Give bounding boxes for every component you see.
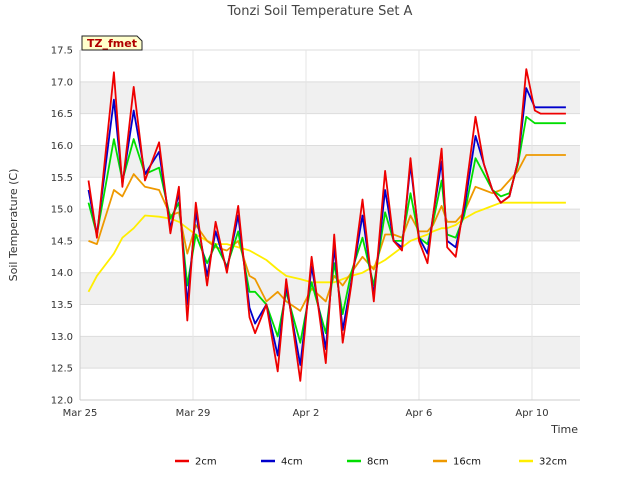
legend-item-4cm: 4cm: [261, 457, 303, 468]
x-tick-label: Apr 10: [515, 408, 548, 419]
plot-band: [80, 113, 580, 146]
legend-label: 16cm: [453, 457, 481, 468]
badge-box: [81, 35, 143, 51]
badge-label: TZ_fmet: [87, 37, 137, 50]
plot-band: [80, 336, 580, 369]
y-tick-label: 13.0: [51, 332, 73, 343]
plot-band: [80, 145, 580, 178]
plot-band: [80, 81, 580, 114]
y-tick-labels: 12.0 12.5 13.0 13.5 14.0 14.5 15.0 15.5 16.0 16.5…: [51, 46, 73, 407]
series-line-32cm: [87, 201, 566, 293]
axes: [79, 50, 580, 401]
y-tick-label: 17.5: [51, 46, 73, 57]
x-tick-label: Apr 2: [293, 408, 320, 419]
legend-label: 4cm: [281, 457, 303, 468]
x-tick-label: Apr 6: [406, 408, 433, 419]
x-axis-label: Time: [550, 423, 578, 436]
y-tick-label: 14.5: [51, 236, 73, 247]
series-lines: [87, 68, 566, 382]
chart-title: Tonzi Soil Temperature Set A: [227, 4, 413, 19]
legend-item-2cm: 2cm: [175, 457, 217, 468]
plot-band: [80, 368, 580, 400]
legend-item-8cm: 8cm: [347, 457, 389, 468]
series-line-16cm: [88, 154, 566, 312]
legend-label: 8cm: [367, 457, 389, 468]
plot-band: [80, 240, 580, 273]
legend-item-16cm: 16cm: [433, 457, 481, 468]
plot-band: [80, 209, 580, 241]
y-tick-label: 17.0: [51, 77, 73, 88]
x-tick-label: Mar 25: [63, 408, 98, 419]
y-tick-label: 16.5: [51, 109, 73, 120]
plot-band: [80, 50, 580, 82]
legend-item-32cm: 32cm: [519, 457, 567, 468]
y-tick-label: 16.0: [51, 141, 73, 152]
y-tick-label: 14.0: [51, 268, 73, 279]
y-tick-label: 12.5: [51, 364, 73, 375]
legend-label: 2cm: [195, 457, 217, 468]
y-tick-label: 13.5: [51, 300, 73, 311]
plot-background: [80, 50, 580, 400]
x-tick-labels: Mar 25 Mar 29 Apr 2 Apr 6 Apr 10: [63, 408, 549, 419]
legend-label: 32cm: [539, 457, 567, 468]
legend: 2cm 4cm 8cm 16cm 32cm: [175, 457, 567, 468]
y-axis-label: Soil Temperature (C): [7, 169, 20, 282]
series-line-2cm: [87, 68, 566, 382]
x-tick-label: Mar 29: [176, 408, 211, 419]
y-tick-label: 15.5: [51, 173, 73, 184]
y-tick-label: 15.0: [51, 205, 73, 216]
plot-band: [80, 177, 580, 210]
gridlines: [79, 49, 580, 401]
y-tick-label: 12.0: [51, 396, 73, 407]
station-badge: TZ_fmet: [81, 35, 143, 51]
